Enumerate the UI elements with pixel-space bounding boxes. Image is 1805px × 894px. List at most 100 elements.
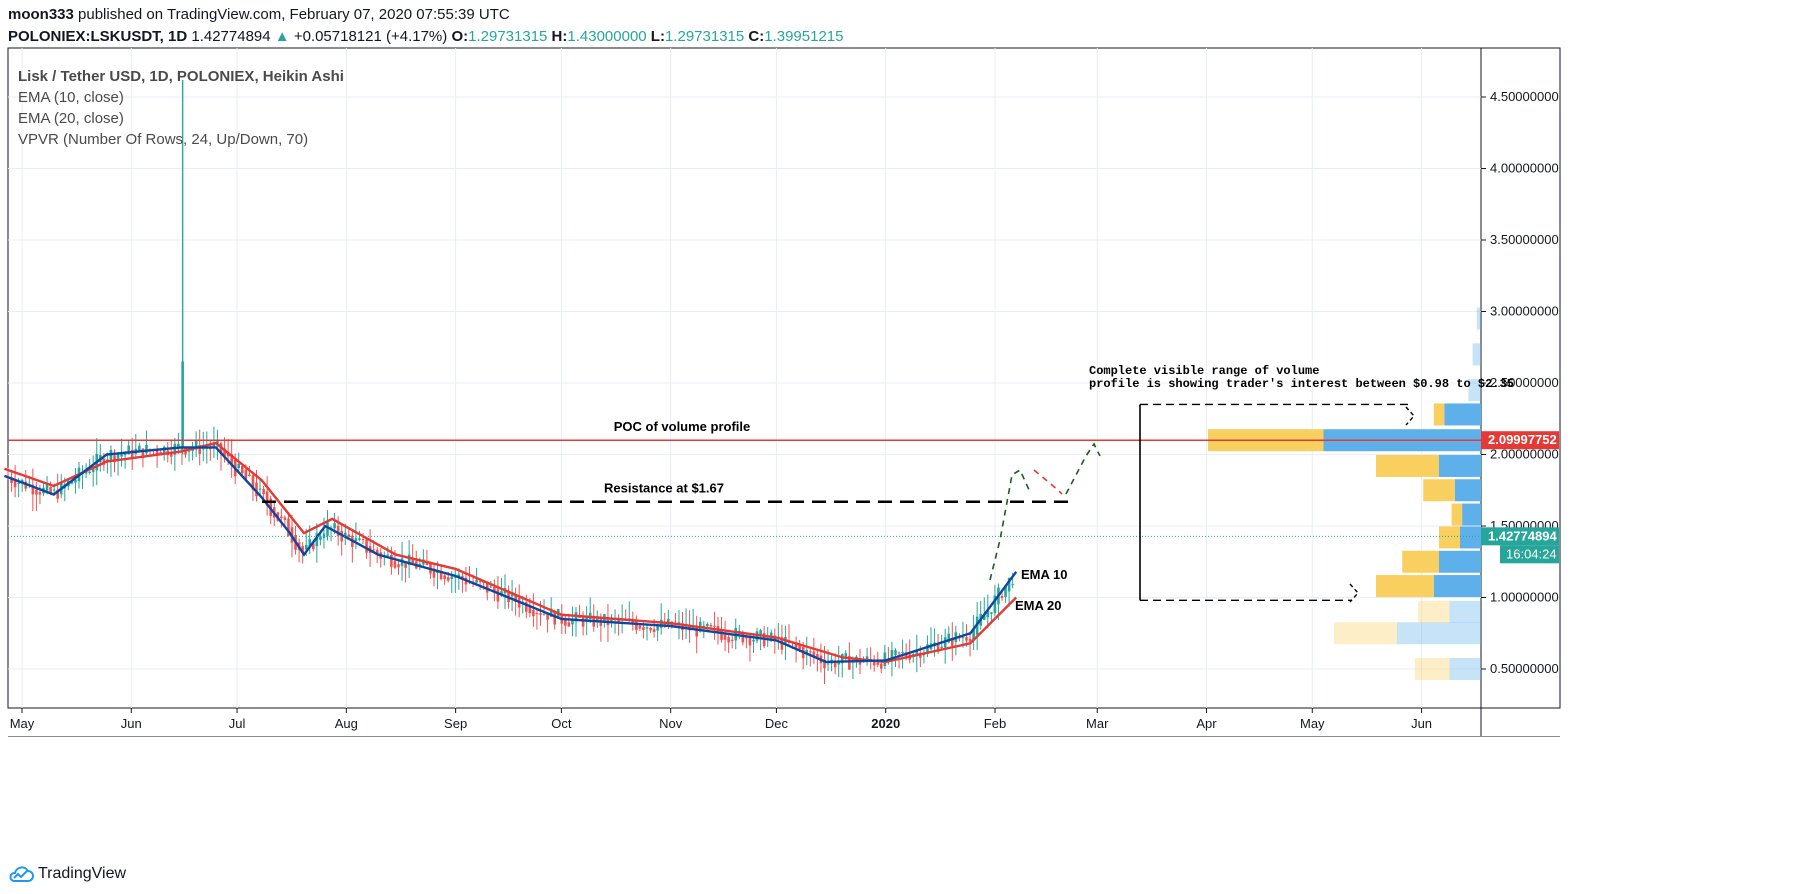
candle-body: [251, 475, 255, 490]
vp-down-bar: [1376, 575, 1434, 598]
x-tick-label: Jun: [1411, 716, 1432, 731]
y-tick-label: 2.00000000: [1490, 447, 1559, 462]
vp-up-bar: [1449, 658, 1481, 680]
candle-body: [990, 612, 993, 614]
candle-body: [10, 477, 13, 484]
publish-info: moon333 published on TradingView.com, Fe…: [8, 6, 510, 23]
legend-vpvr[interactable]: VPVR (Number Of Rows, 24, Up/Down, 70): [18, 131, 309, 148]
candle-body: [1004, 585, 1007, 598]
x-tick-label: Mar: [1086, 716, 1109, 731]
candle-body: [49, 487, 52, 493]
range-bottom-arrowhead: [1349, 583, 1359, 603]
candle-body: [638, 625, 642, 629]
candle-body: [567, 622, 571, 627]
vp-up-bar: [1433, 575, 1481, 598]
tradingview-logo[interactable]: TradingView: [8, 862, 126, 886]
candle-body: [336, 525, 340, 536]
vp-down-bar: [1418, 600, 1450, 623]
candle-body: [965, 637, 968, 641]
vp-down-bar: [1433, 403, 1445, 426]
candle-body: [709, 625, 713, 627]
legend-ema20[interactable]: EMA (20, close): [18, 110, 124, 127]
x-tick-label: 2020: [871, 716, 900, 731]
candle-body: [826, 663, 830, 665]
candle-body: [727, 637, 730, 643]
candle-body: [794, 642, 798, 648]
candle-body: [642, 627, 645, 631]
candle-body: [13, 480, 17, 488]
chart-legend: Lisk / Tether USD, 1D, POLONIEX, Heikin …: [18, 66, 344, 150]
high-value: 1.43000000: [567, 28, 647, 45]
candle-body: [1007, 577, 1011, 592]
candle-body: [656, 625, 659, 631]
y-tick-label: 2.50000000: [1490, 375, 1559, 390]
change-up-icon: ▲: [274, 28, 290, 45]
brand-label: TradingView: [38, 865, 127, 882]
ema10-line: [3, 446, 1018, 664]
candle-body: [120, 453, 123, 457]
publisher-name[interactable]: moon333: [8, 6, 74, 23]
candle-body: [542, 613, 546, 615]
y-tick-label: 0.50000000: [1490, 661, 1559, 676]
candle-body: [425, 561, 429, 565]
legend-main-series[interactable]: Lisk / Tether USD, 1D, POLONIEX, Heikin …: [18, 68, 344, 85]
x-tick-label: Sep: [444, 716, 467, 731]
candle-body: [170, 452, 173, 457]
candle-body: [485, 582, 489, 593]
candle-body: [347, 534, 351, 537]
candle-body: [880, 663, 883, 669]
candle-body: [212, 442, 216, 449]
candle-body: [265, 491, 269, 506]
candle-body: [162, 446, 166, 454]
vp-up-bar: [1468, 379, 1481, 402]
y-tick-label: 4.00000000: [1490, 161, 1559, 176]
ohlc-bar: POLONIEX:LSKUSDT, 1D 1.42774894 ▲ +0.057…: [8, 28, 843, 45]
high-label: H:: [551, 28, 568, 45]
x-tick-label: Aug: [335, 716, 358, 731]
x-axis: May Jun Jul Aug Sep Oct Nov Dec 2020 Feb Mar Apr May…: [10, 48, 1432, 731]
candle-body: [397, 564, 400, 568]
candle-body: [695, 626, 698, 637]
x-tick-label: Apr: [1196, 716, 1217, 731]
candle-body: [411, 559, 414, 563]
candle-body: [493, 586, 496, 592]
ema20-line: [4, 441, 1018, 664]
candle-body: [730, 639, 734, 641]
legend-ema10[interactable]: EMA (10, close): [18, 89, 124, 106]
candle-body: [645, 627, 649, 629]
range-annotation-line2: profile is showing trader's interest bet…: [1089, 377, 1514, 391]
vp-down-bar: [1376, 454, 1439, 477]
candle-body: [70, 481, 74, 484]
candle-body: [319, 536, 322, 540]
countdown-label: 16:04:24: [1506, 546, 1557, 561]
symbol-label: POLONIEX:LSKUSDT, 1D: [8, 28, 188, 45]
candle-body: [748, 637, 752, 646]
x-tick-label: Dec: [765, 716, 789, 731]
projection-up-1: [989, 468, 1031, 581]
candle-body: [258, 488, 262, 490]
low-value: 1.29731315: [664, 28, 745, 45]
range-top-arrowhead: [1405, 406, 1415, 426]
candle-body: [333, 523, 336, 529]
y-tick-label: 1.00000000: [1490, 590, 1559, 605]
candle-body: [446, 577, 450, 581]
candle-body: [343, 532, 347, 537]
projection-up-2: [1065, 442, 1101, 495]
x-tick-label: May: [1300, 716, 1325, 731]
candle-body: [386, 554, 390, 556]
candle-body: [361, 539, 365, 541]
candle-body: [35, 489, 38, 495]
candle-body: [52, 489, 56, 491]
candle-body: [571, 618, 574, 625]
range-annotation-line1: Complete visible range of volume: [1089, 364, 1319, 378]
candle-body: [223, 448, 226, 456]
candle-body: [982, 614, 986, 620]
poc-price-tag: [1481, 431, 1559, 450]
candle-body: [393, 560, 397, 568]
candle-body: [667, 618, 670, 625]
candle-body: [31, 484, 35, 495]
candle-body: [986, 610, 990, 618]
vp-down-bar: [1402, 550, 1439, 573]
candle-body: [936, 644, 940, 652]
